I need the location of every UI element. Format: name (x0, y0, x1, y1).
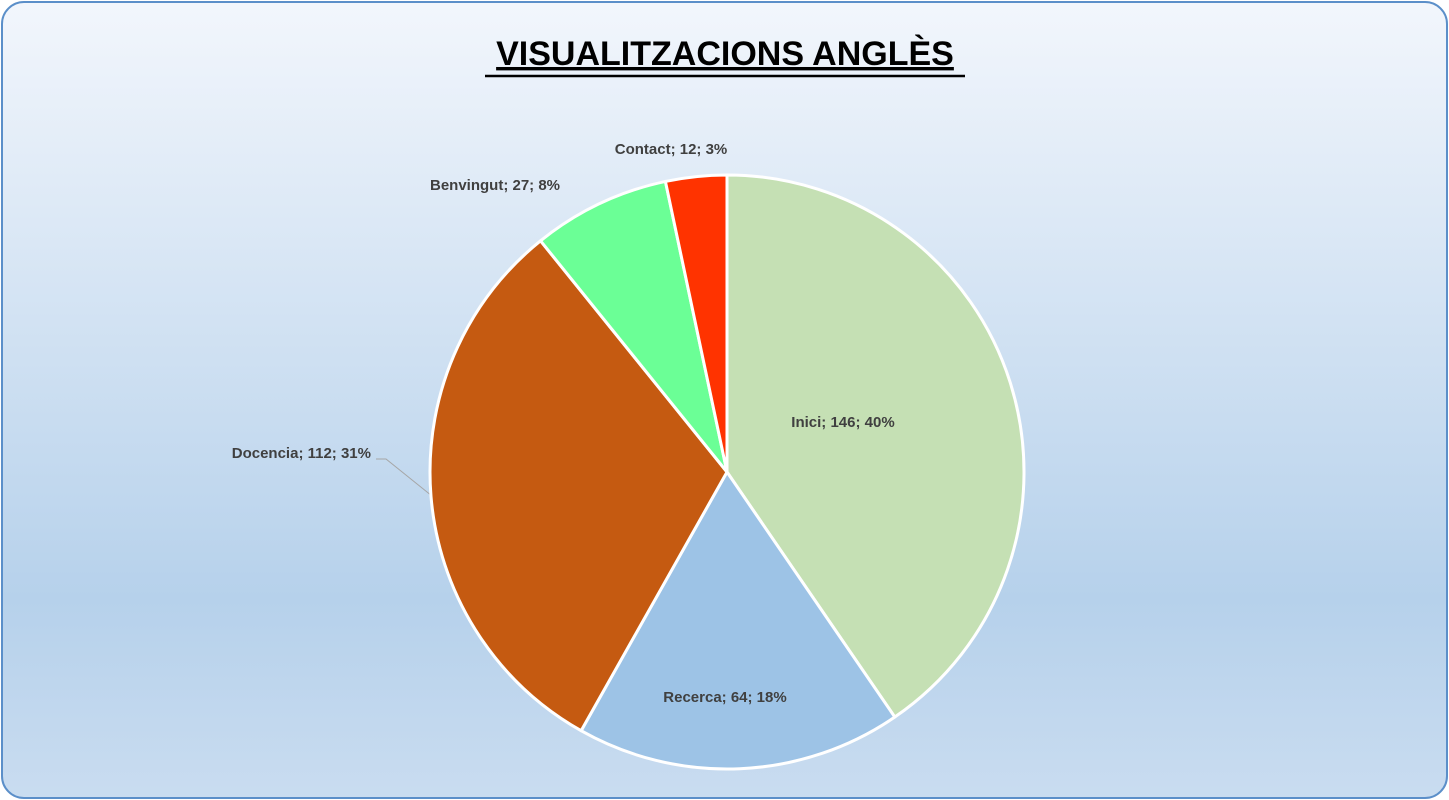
pie-slice (428, 239, 729, 733)
data-label: Docencia; 112; 31% (232, 445, 371, 462)
pie-slice (663, 173, 729, 474)
pie-slice (725, 173, 1026, 719)
slices (428, 173, 1026, 771)
data-label: Recerca; 64; 18% (663, 689, 786, 706)
chart-title: VISUALITZACIONS ANGLÈS (496, 35, 954, 73)
leader-line (376, 458, 433, 497)
pie-slice (579, 470, 897, 771)
data-label: Inici; 146; 40% (791, 414, 894, 431)
data-label: Contact; 12; 3% (615, 141, 728, 158)
data-label: Benvingut; 27; 8% (430, 177, 560, 194)
labels: Inici; 146; 40% Recerca; 64; 18% Docencia;… (232, 141, 895, 706)
